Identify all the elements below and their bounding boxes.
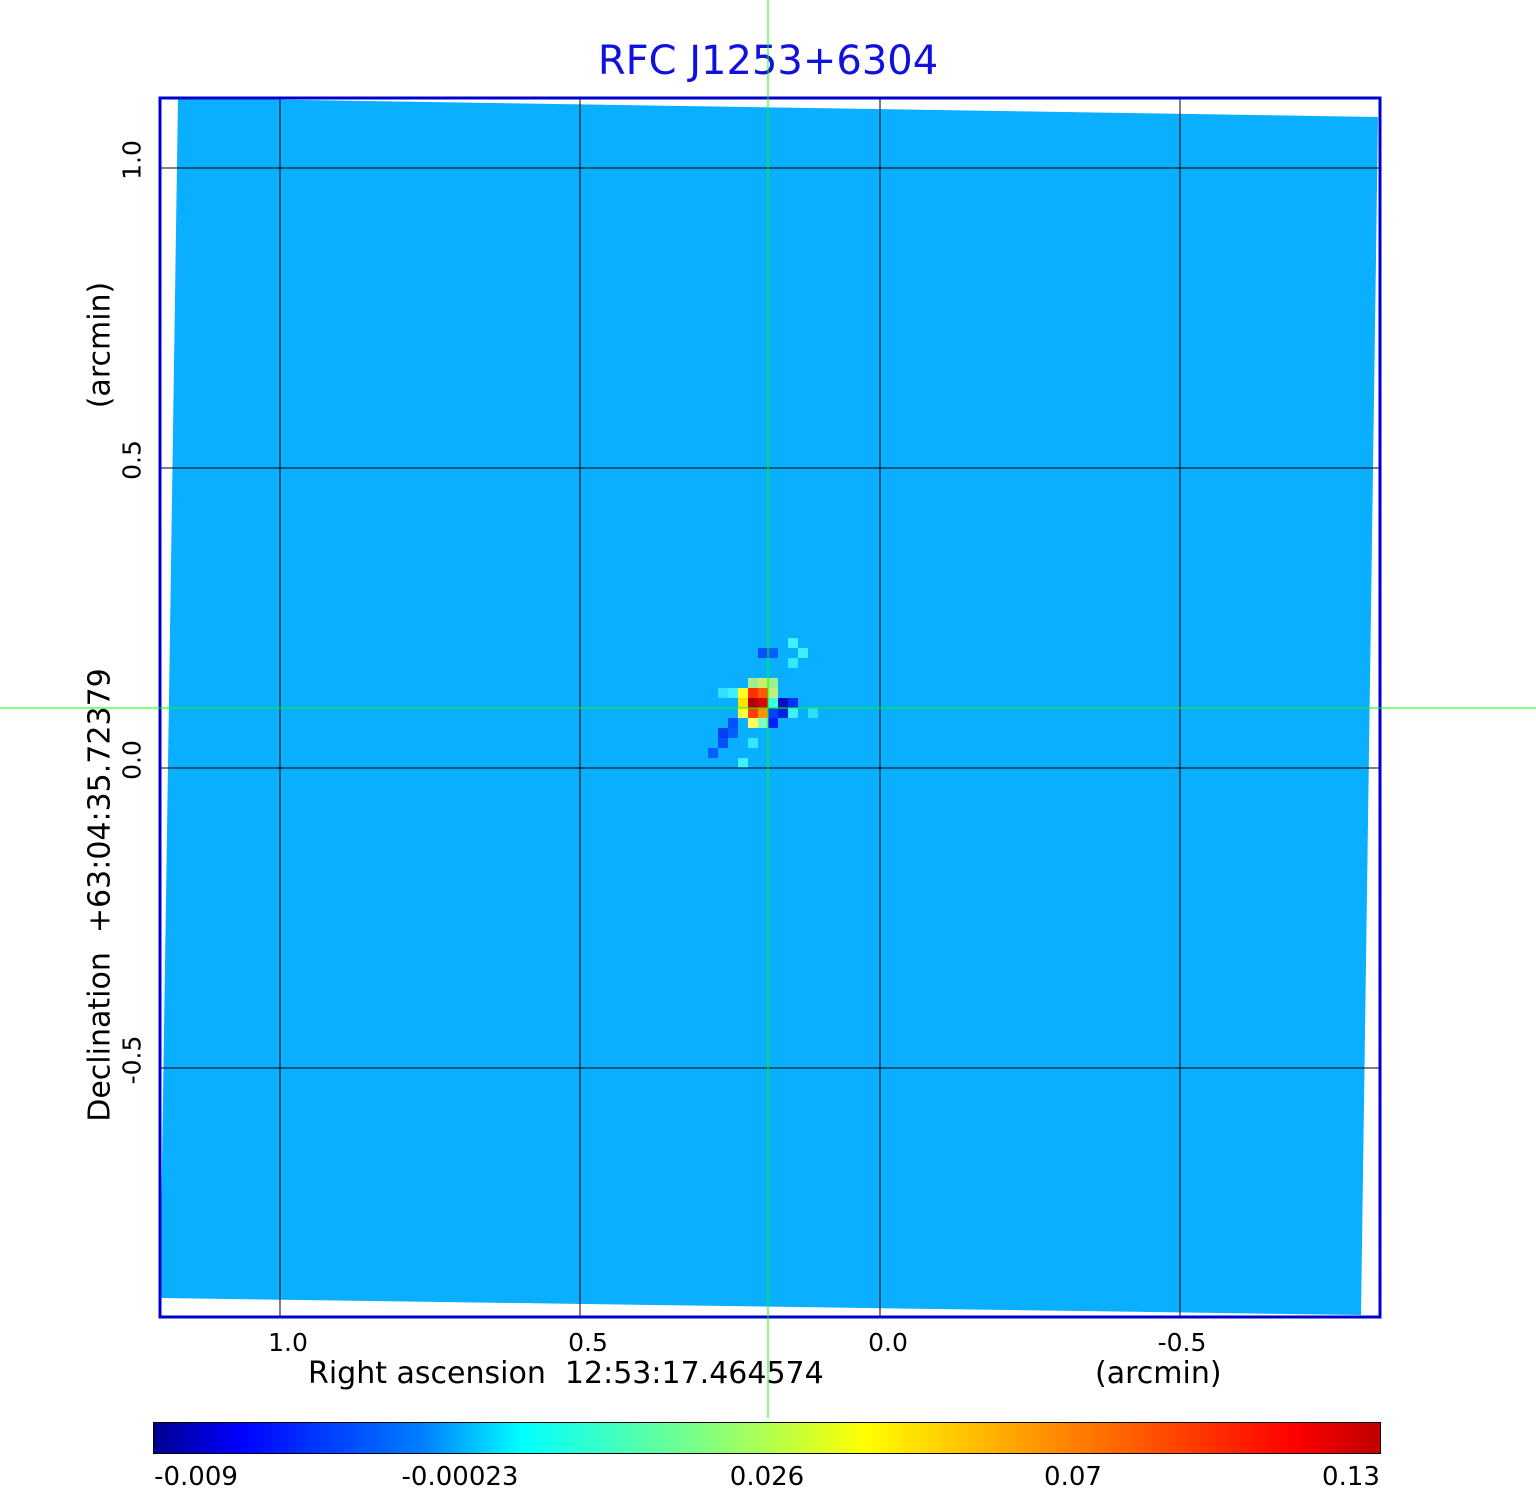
image-pixel bbox=[748, 718, 758, 728]
image-pixel bbox=[748, 688, 758, 698]
image-pixel bbox=[708, 748, 718, 758]
image-pixel bbox=[808, 708, 818, 718]
colorbar bbox=[153, 1422, 1381, 1454]
colorbar-tick-label: -0.009 bbox=[154, 1462, 238, 1492]
y-axis-unit: (arcmin) bbox=[82, 281, 118, 409]
y-tick-label: 1.0 bbox=[117, 140, 147, 180]
x-tick-label: -0.5 bbox=[1157, 1328, 1207, 1357]
image-pixel bbox=[718, 688, 728, 698]
image-pixel bbox=[768, 688, 778, 698]
image-pixel bbox=[778, 708, 788, 718]
source-pixels bbox=[708, 638, 818, 768]
image-pixel bbox=[758, 648, 768, 658]
image-pixel bbox=[758, 718, 768, 728]
image-pixel bbox=[768, 678, 778, 688]
x-tick-label: 1.0 bbox=[268, 1328, 308, 1357]
y-axis-label: Declination +63:04:35.72379 bbox=[82, 668, 118, 1122]
colorbar-tick-label: -0.00023 bbox=[401, 1462, 519, 1492]
image-pixel bbox=[788, 658, 798, 668]
image-pixel bbox=[788, 708, 798, 718]
x-tick-label: 0.0 bbox=[868, 1328, 908, 1357]
y-tick-label: -0.5 bbox=[117, 1035, 147, 1085]
image-pixel bbox=[798, 648, 808, 658]
image-pixel bbox=[768, 708, 778, 718]
y-tick-label: 0.0 bbox=[117, 740, 147, 780]
x-axis-unit: (arcmin) bbox=[1095, 1356, 1222, 1391]
image-pixel bbox=[728, 728, 738, 738]
colorbar-tick-label: 0.07 bbox=[1044, 1462, 1102, 1492]
x-axis-label: Right ascension 12:53:17.464574 bbox=[308, 1356, 824, 1391]
image-pixel bbox=[738, 758, 748, 768]
image-pixel bbox=[788, 698, 798, 708]
image-pixel bbox=[788, 638, 798, 648]
image-pixel bbox=[748, 698, 758, 708]
image-pixel bbox=[738, 708, 748, 718]
image-pixel bbox=[748, 738, 758, 748]
image-pixel bbox=[768, 698, 778, 708]
colorbar-tick-label: 0.026 bbox=[729, 1462, 805, 1492]
colorbar-tick-label: 0.13 bbox=[1322, 1462, 1380, 1492]
image-pixel bbox=[728, 688, 738, 698]
x-tick-label: 0.5 bbox=[568, 1328, 608, 1357]
image-pixel bbox=[758, 708, 768, 718]
image-pixel bbox=[758, 678, 768, 688]
image-pixel bbox=[758, 688, 768, 698]
image-pixel bbox=[748, 708, 758, 718]
image-pixel bbox=[718, 728, 728, 738]
image-pixel bbox=[768, 718, 778, 728]
image-pixel bbox=[778, 698, 788, 708]
y-tick-label: 0.5 bbox=[117, 440, 147, 480]
image-pixel bbox=[738, 698, 748, 708]
image-pixel bbox=[738, 688, 748, 698]
image-pixel bbox=[748, 678, 758, 688]
image-pixel bbox=[718, 738, 728, 748]
image-pixel bbox=[758, 698, 768, 708]
image-pixel bbox=[768, 648, 778, 658]
image-pixel bbox=[728, 718, 738, 728]
